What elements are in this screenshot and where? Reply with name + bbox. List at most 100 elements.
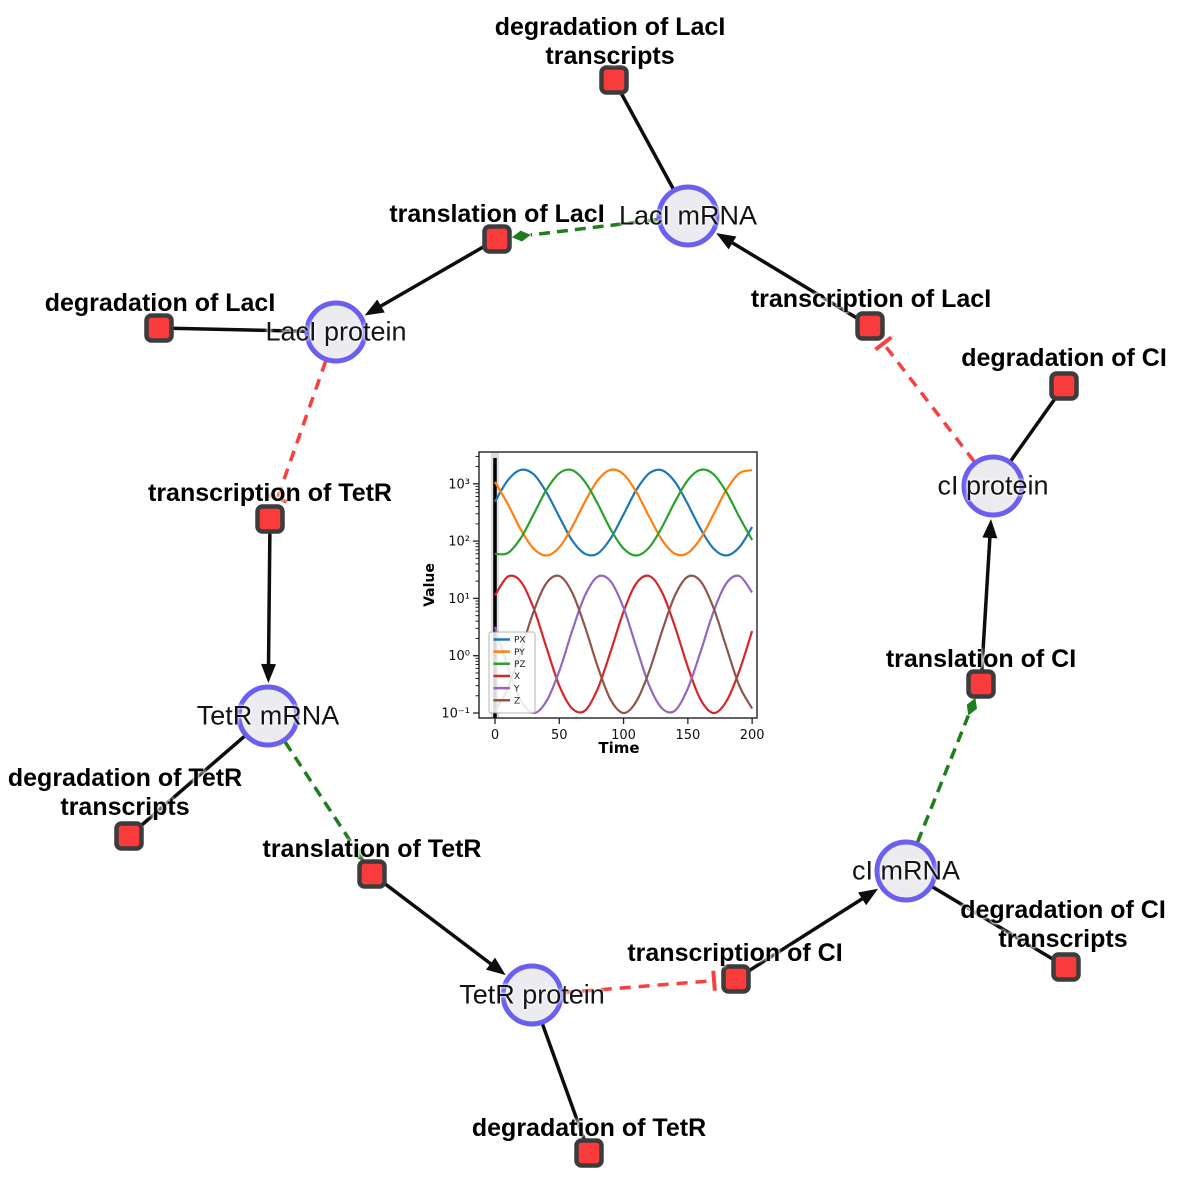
edge-inhibition-ci_protein-txn_laci-tbar-icon	[874, 335, 893, 352]
x-tick-label: 50	[551, 728, 568, 743]
edge-arrow-transl_laci-laci_protein	[374, 237, 498, 312]
edge-arrow-transl_ci-ci_protein	[979, 530, 993, 685]
edge-modifier-laci_mrna-transl_laci-diamond-icon	[511, 230, 531, 242]
reaction-node-txn_tetr	[255, 504, 285, 534]
chart-plot-area: 0 50 100 150 200 10⁻¹ 10⁰ 10¹ 10² 10³ PX PY PZ XYZ	[441, 451, 765, 743]
reaction-label-translation-of-ci: translation of CI	[886, 645, 1076, 674]
edge-arrow-txn_ci-ci_mrna	[735, 893, 869, 981]
edge-arrow-txn_tetr-tetr_mrna	[266, 518, 272, 672]
x-tick-label: 150	[675, 728, 700, 743]
reaction-label-degradation-of-laci: degradation of LacI	[45, 289, 276, 318]
edge-arrow-transl_tetr-tetr_protein-arrowhead-icon	[486, 957, 506, 976]
label-line: transcripts	[545, 42, 675, 70]
label-line: transcription of TetR	[148, 479, 392, 507]
label-line: translation of LacI	[389, 200, 605, 228]
legend-label-Z: Z	[514, 696, 520, 706]
reaction-node-deg_ci	[1049, 371, 1079, 401]
species-node-laci_protein	[304, 300, 368, 364]
edge-modifier-ci_mrna-transl_ci-diamond-icon	[966, 697, 977, 716]
legend-label-Y: Y	[513, 684, 520, 694]
species-label-laci-mrna: LacI mRNA	[618, 200, 758, 231]
species-label-tetr-mrna: TetR mRNA	[196, 700, 340, 731]
chart-ylabel: Value	[422, 563, 438, 607]
edge-arrow-transl_laci-laci_protein-arrowhead-icon	[364, 299, 385, 316]
y-tick-label: 10³	[448, 477, 470, 492]
legend-label-PZ: PZ	[514, 660, 526, 670]
edge-inhibition-ci_protein-txn_laci	[882, 342, 976, 463]
series-curve-Z	[494, 574, 754, 715]
label-line: transcription of CI	[627, 939, 843, 967]
reaction-label-transcription-of-ci: transcription of CI	[627, 939, 842, 968]
edge-inhibition-tetr_protein-txn_ci	[562, 978, 715, 995]
label-line: degradation of CI	[961, 344, 1167, 372]
series-curve-PY	[494, 468, 753, 557]
species-node-laci_mrna	[656, 184, 720, 248]
species-node-tetr_mrna	[236, 684, 300, 748]
x-tick-label: 200	[740, 728, 765, 743]
species-node-ci_mrna	[874, 839, 938, 903]
reaction-node-deg_tetr_tx	[114, 821, 144, 851]
chart-legend: PX PY PZ XYZ	[488, 631, 536, 714]
label-line: translation of CI	[885, 645, 1077, 673]
reaction-node-transl_ci	[966, 669, 996, 699]
series-curve-PZ	[494, 468, 754, 557]
edge-modifier-ci_mrna-transl_ci	[915, 714, 970, 843]
reaction-node-txn_ci	[721, 964, 751, 994]
series-curve-X	[494, 574, 754, 715]
species-label-laci-protein: LacI protein	[265, 316, 407, 347]
series-curve-Y	[493, 574, 754, 715]
reaction-node-deg_tetr	[574, 1138, 604, 1168]
label-line: degradation of LacI	[494, 13, 726, 41]
label-line: translation of TetR	[262, 835, 482, 863]
edge-modifier-tetr_mrna-transl_tetr	[283, 740, 355, 847]
legend-label-PX: PX	[514, 636, 526, 646]
reaction-label-degradation-of-tetr-transcripts: degradation of TetR transcripts	[8, 764, 242, 822]
y-tick-label: 10⁰	[448, 649, 470, 664]
reaction-node-txn_laci	[855, 311, 885, 341]
nodes-layer	[114, 65, 1081, 1168]
x-tick-label: 100	[611, 728, 636, 743]
edge-inhibition-laci_protein-txn_tetr-tbar-icon	[267, 493, 288, 504]
edge-inhibition-tetr_protein-txn_ci-tbar-icon	[711, 970, 717, 991]
edge-arrow-txn_laci-laci_mrna-arrowhead-icon	[716, 233, 737, 250]
chart-xlabel: Time	[598, 739, 639, 757]
edges-layer	[127, 79, 1067, 1154]
edge-arrow-transl_tetr-tetr_protein	[370, 872, 498, 970]
reaction-label-transcription-of-laci: transcription of LacI	[751, 285, 991, 314]
reaction-label-degradation-of-laci-transcripts: degradation of LacI transcripts	[495, 13, 726, 71]
series-curve-PX	[494, 468, 754, 557]
legend-label-X: X	[514, 672, 520, 682]
label-line: degradation of CI	[960, 896, 1166, 924]
chart-series-layer	[493, 468, 754, 715]
edge-inhibition-laci_protein-txn_tetr	[275, 360, 328, 499]
label-line: transcripts	[60, 793, 190, 821]
x-tick-label: 0	[491, 728, 499, 743]
edge-modifier-laci_mrna-transl_laci	[530, 217, 658, 237]
species-label-ci-mrna: cI mRNA	[852, 855, 960, 886]
reaction-label-translation-of-tetr: translation of TetR	[263, 835, 482, 864]
reaction-label-degradation-of-ci-transcripts: degradation of CI transcripts	[960, 896, 1166, 954]
reaction-label-degradation-of-ci: degradation of CI	[961, 344, 1167, 373]
inset-timeseries-chart: 0 50 100 150 200 10⁻¹ 10⁰ 10¹ 10² 10³ PX PY PZ XYZ Ti…	[422, 451, 765, 757]
label-line: degradation of TetR	[471, 1114, 707, 1142]
y-tick-label: 10²	[448, 535, 470, 550]
species-label-tetr-protein: TetR protein	[459, 979, 605, 1010]
edge-arrow-txn_laci-laci_mrna	[725, 237, 871, 328]
reaction-node-transl_tetr	[357, 859, 387, 889]
reaction-node-transl_laci	[482, 224, 512, 254]
edge-modifier-tetr_mrna-transl_tetr-diamond-icon	[353, 845, 364, 862]
species-label-ci-protein: cI protein	[937, 470, 1049, 501]
reaction-node-deg_laci_tx	[599, 65, 629, 95]
species-node-ci_protein	[961, 454, 1025, 518]
edge-arrow-transl_ci-ci_protein-arrowhead-icon	[982, 518, 998, 539]
edge-arrow-txn_ci-ci_mrna-arrowhead-icon	[858, 888, 879, 906]
species-node-tetr_protein	[500, 963, 564, 1027]
axes-box	[478, 451, 758, 719]
edge-arrow-txn_tetr-tetr_mrna-arrowhead-icon	[261, 663, 277, 684]
y-tick-label: 10¹	[448, 592, 470, 607]
reaction-label-degradation-of-tetr: degradation of TetR	[472, 1114, 706, 1143]
y-tick-label: 10⁻¹	[441, 707, 470, 722]
reaction-node-deg_ci_tx	[1051, 952, 1081, 982]
